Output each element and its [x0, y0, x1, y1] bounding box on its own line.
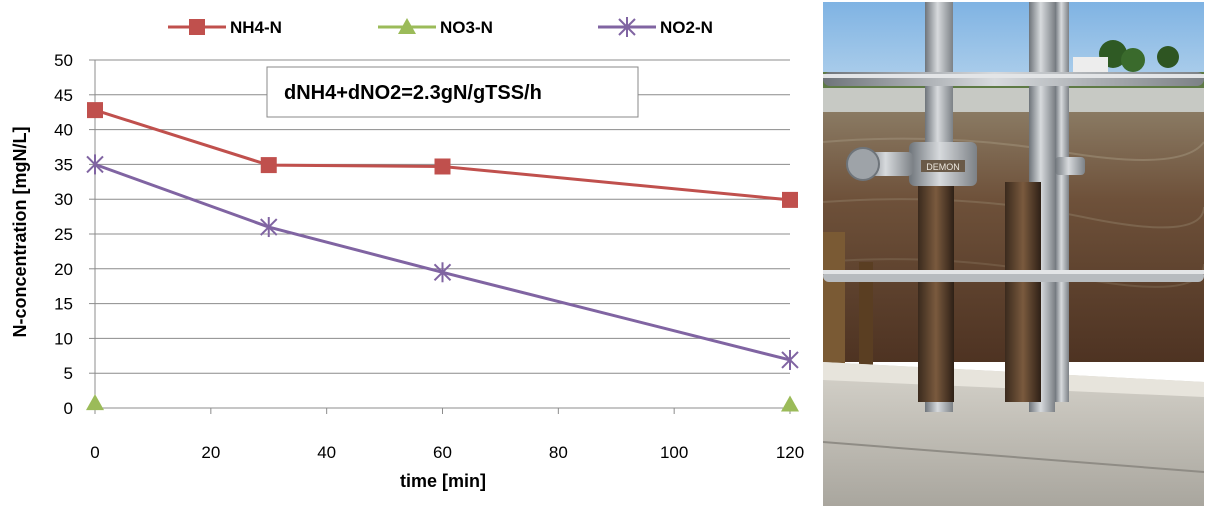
data-point-no2-n	[260, 217, 278, 238]
data-point-nh4-n	[434, 158, 451, 175]
legend-label: NO2-N	[660, 18, 713, 37]
x-tick-label: 80	[549, 443, 568, 462]
x-tick-label: 40	[317, 443, 336, 462]
data-point-nh4-n	[260, 157, 277, 174]
y-tick-label: 10	[54, 329, 73, 348]
data-point-no2-n	[86, 154, 104, 175]
y-tick-labels: 0 5 10 15 20 25 30 35 40 45 50	[54, 51, 73, 418]
annotation-box: dNH4+dNO2=2.3gN/gTSS/h	[266, 66, 639, 118]
annotation-text: dNH4+dNO2=2.3gN/gTSS/h	[284, 82, 542, 104]
series-nh4-n	[87, 102, 798, 208]
series-no2-n	[86, 154, 799, 370]
y-tick-label: 40	[54, 121, 73, 140]
photo-wastewater-reactor: DEMON	[823, 2, 1204, 506]
x-tick-label: 60	[433, 443, 452, 462]
legend-label: NH4-N	[230, 18, 282, 37]
data-point-no2-n	[781, 349, 799, 370]
series-no3-n	[86, 394, 799, 412]
y-tick-label: 20	[54, 260, 73, 279]
y-tick-label: 30	[54, 190, 73, 209]
data-point-no3-n	[86, 394, 104, 411]
legend-marker	[618, 17, 636, 37]
data-point-no3-n	[781, 395, 799, 412]
x-tick-label: 0	[90, 443, 99, 462]
series-layer	[86, 102, 799, 412]
data-point-nh4-n	[782, 191, 798, 208]
x-axis-title: time [min]	[400, 471, 486, 491]
data-point-no2-n	[433, 262, 452, 283]
photo-label: DEMON	[926, 162, 960, 172]
y-tick-label: 50	[54, 51, 73, 70]
legend: NH4-N NO3-N NO2-N	[168, 17, 713, 37]
y-tick-label: 15	[54, 295, 73, 314]
legend-marker	[398, 18, 416, 34]
y-tick-label: 0	[64, 399, 73, 418]
photo-illustration: DEMON	[823, 2, 1204, 506]
y-tick-label: 45	[54, 86, 73, 105]
y-axis-title: N-concentration [mgN/L]	[10, 127, 30, 338]
y-tick-label: 35	[54, 155, 73, 174]
legend-item-no2-n: NO2-N	[598, 17, 713, 37]
legend-marker	[189, 19, 205, 35]
y-tick-label: 5	[64, 364, 73, 383]
data-point-nh4-n	[87, 102, 103, 119]
line-chart: 0 5 10 15 20 25 30 35 40 45 50 0 20 40 60 80 100 120 N-c…	[10, 17, 804, 491]
legend-item-no3-n: NO3-N	[378, 18, 493, 37]
x-tick-label: 20	[201, 443, 220, 462]
legend-item-nh4-n: NH4-N	[168, 18, 282, 37]
legend-label: NO3-N	[440, 18, 493, 37]
x-tick-label: 120	[776, 443, 804, 462]
x-tick-label: 100	[660, 443, 688, 462]
x-tick-labels: 0 20 40 60 80 100 120	[90, 443, 804, 462]
y-tick-label: 25	[54, 225, 73, 244]
series-line-nh4-n	[94, 108, 791, 202]
series-line-no2-n	[94, 162, 791, 362]
